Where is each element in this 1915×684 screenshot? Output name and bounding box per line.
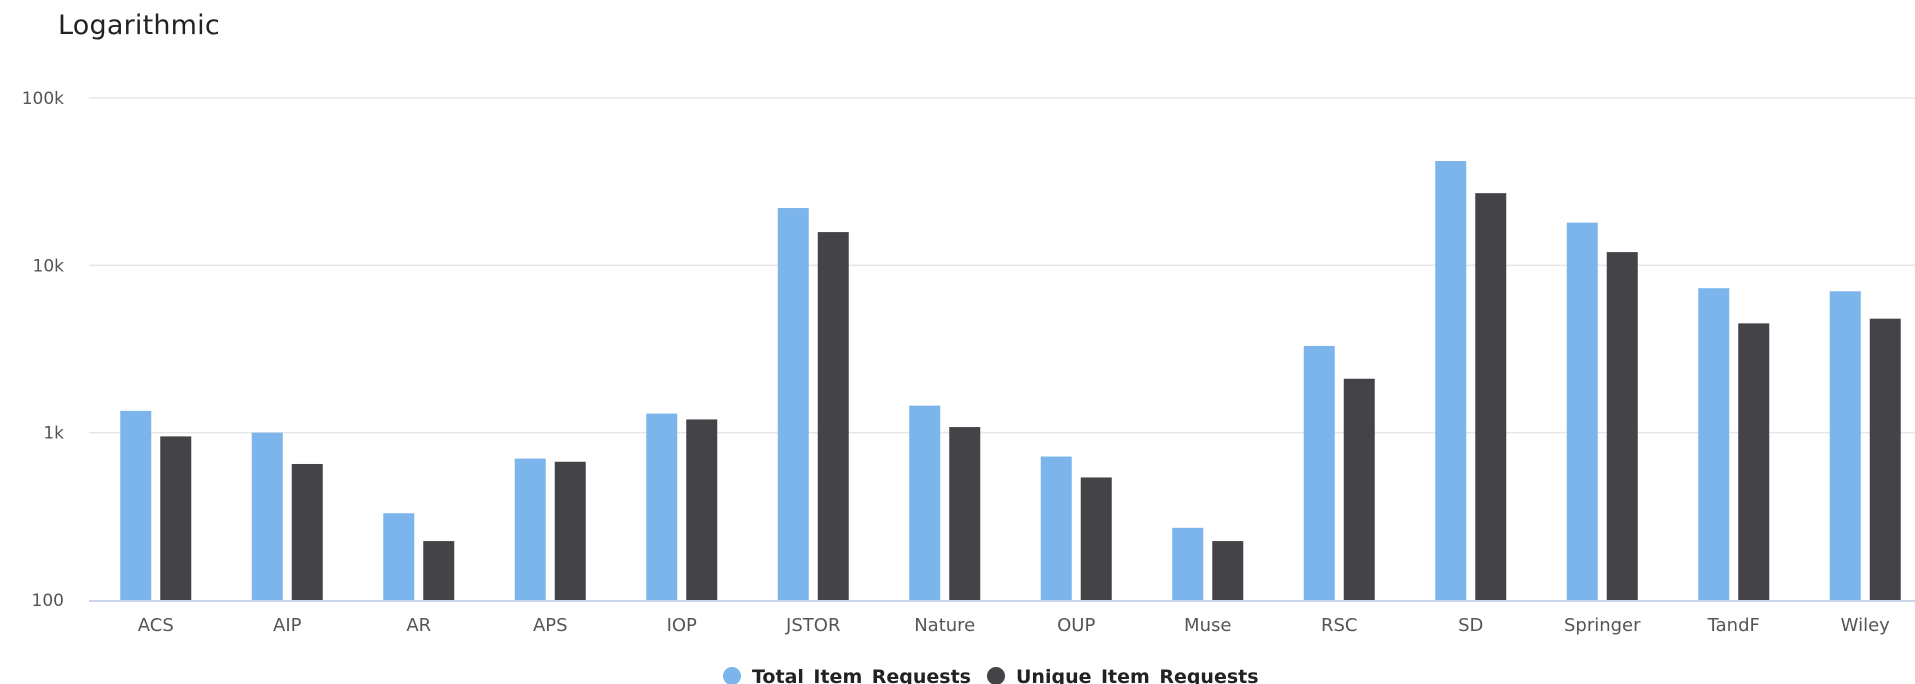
chart-title: Logarithmic [58,10,220,41]
bar-unique-item-requests[interactable] [949,427,981,600]
bars [120,161,1901,601]
legend-item-unique-item-requests[interactable]: Unique_Item_Requests [987,666,1259,684]
x-tick-label: AIP [273,615,302,636]
x-tick-label: RSC [1321,615,1358,636]
y-tick-label: 100k [22,89,64,109]
y-tick-label: 1k [43,424,64,444]
bar-unique-item-requests[interactable] [1869,318,1901,600]
x-tick-label: Muse [1184,615,1231,636]
x-tick-label: SD [1458,615,1483,636]
bar-unique-item-requests[interactable] [554,461,586,600]
x-tick-label: TandF [1707,615,1760,636]
y-tick-label: 100 [32,591,64,611]
bar-total-item-requests[interactable] [909,405,941,600]
x-tick-label: APS [533,615,568,636]
bar-total-item-requests[interactable] [383,513,415,600]
bar-total-item-requests[interactable] [1435,161,1467,600]
x-tick-label: JSTOR [785,615,840,636]
legend-label: Unique_Item_Requests [1016,666,1259,684]
legend-marker [987,667,1005,684]
bar-unique-item-requests[interactable] [817,232,849,601]
bar-total-item-requests[interactable] [1172,527,1204,600]
x-tick-label: Springer [1564,615,1641,636]
bar-total-item-requests[interactable] [1698,288,1730,600]
bar-unique-item-requests[interactable] [1212,541,1244,600]
bar-total-item-requests[interactable] [1303,345,1335,600]
x-tick-label: AR [406,615,431,636]
y-tick-label: 10k [33,256,65,276]
x-tick-label: Nature [914,615,975,636]
bar-unique-item-requests[interactable] [1080,477,1112,600]
bar-unique-item-requests[interactable] [291,463,323,600]
x-axis: ACS AIP AR APS IOP JSTOR Nature OUP Muse RSC SD Spr… [89,600,1915,636]
bar-unique-item-requests[interactable] [686,419,718,600]
legend-marker [723,667,741,684]
y-axis-ticks: 100 1k 10k 100k [22,89,64,611]
bar-total-item-requests[interactable] [1040,456,1072,600]
bar-unique-item-requests[interactable] [1738,323,1770,600]
bar-unique-item-requests[interactable] [1343,378,1375,600]
grid-lines [89,97,1915,434]
legend: Total_Item_Requests Unique_Item_Requests [723,666,1259,684]
legend-item-total-item-requests[interactable]: Total_Item_Requests [723,666,971,684]
x-tick-label: IOP [667,615,697,636]
bar-total-item-requests[interactable] [646,413,678,600]
bar-unique-item-requests[interactable] [160,436,192,600]
x-tick-label: Wiley [1841,615,1890,636]
bar-unique-item-requests[interactable] [1606,252,1638,600]
bar-total-item-requests[interactable] [777,208,809,600]
x-tick-label: OUP [1057,615,1095,636]
bar-total-item-requests[interactable] [120,410,152,600]
bar-total-item-requests[interactable] [1566,222,1598,600]
bar-total-item-requests[interactable] [251,432,283,600]
x-tick-label: ACS [138,615,174,636]
bar-unique-item-requests[interactable] [423,541,455,600]
bar-total-item-requests[interactable] [1829,291,1861,600]
legend-label: Total_Item_Requests [752,666,971,684]
bar-total-item-requests[interactable] [514,458,546,600]
bar-unique-item-requests[interactable] [1475,193,1507,600]
